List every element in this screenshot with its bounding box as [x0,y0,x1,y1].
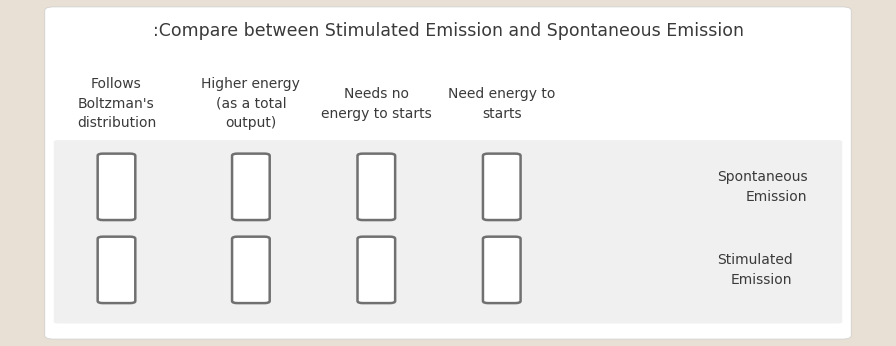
Text: Needs no
energy to starts: Needs no energy to starts [321,87,432,120]
FancyBboxPatch shape [358,237,395,303]
Text: Need energy to
starts: Need energy to starts [448,87,556,120]
FancyBboxPatch shape [98,237,135,303]
FancyBboxPatch shape [54,230,842,324]
Text: Spontaneous
Emission: Spontaneous Emission [717,170,807,203]
FancyBboxPatch shape [45,7,851,339]
FancyBboxPatch shape [232,154,270,220]
FancyBboxPatch shape [54,140,842,234]
FancyBboxPatch shape [358,154,395,220]
FancyBboxPatch shape [98,154,135,220]
FancyBboxPatch shape [483,154,521,220]
Text: Follows
Boltzman's
distribution: Follows Boltzman's distribution [77,77,156,130]
Text: :Compare between Stimulated Emission and Spontaneous Emission: :Compare between Stimulated Emission and… [152,22,744,40]
FancyBboxPatch shape [232,237,270,303]
Text: Higher energy
(as a total
output): Higher energy (as a total output) [202,77,300,130]
FancyBboxPatch shape [483,237,521,303]
Text: Stimulated
Emission: Stimulated Emission [717,253,793,286]
